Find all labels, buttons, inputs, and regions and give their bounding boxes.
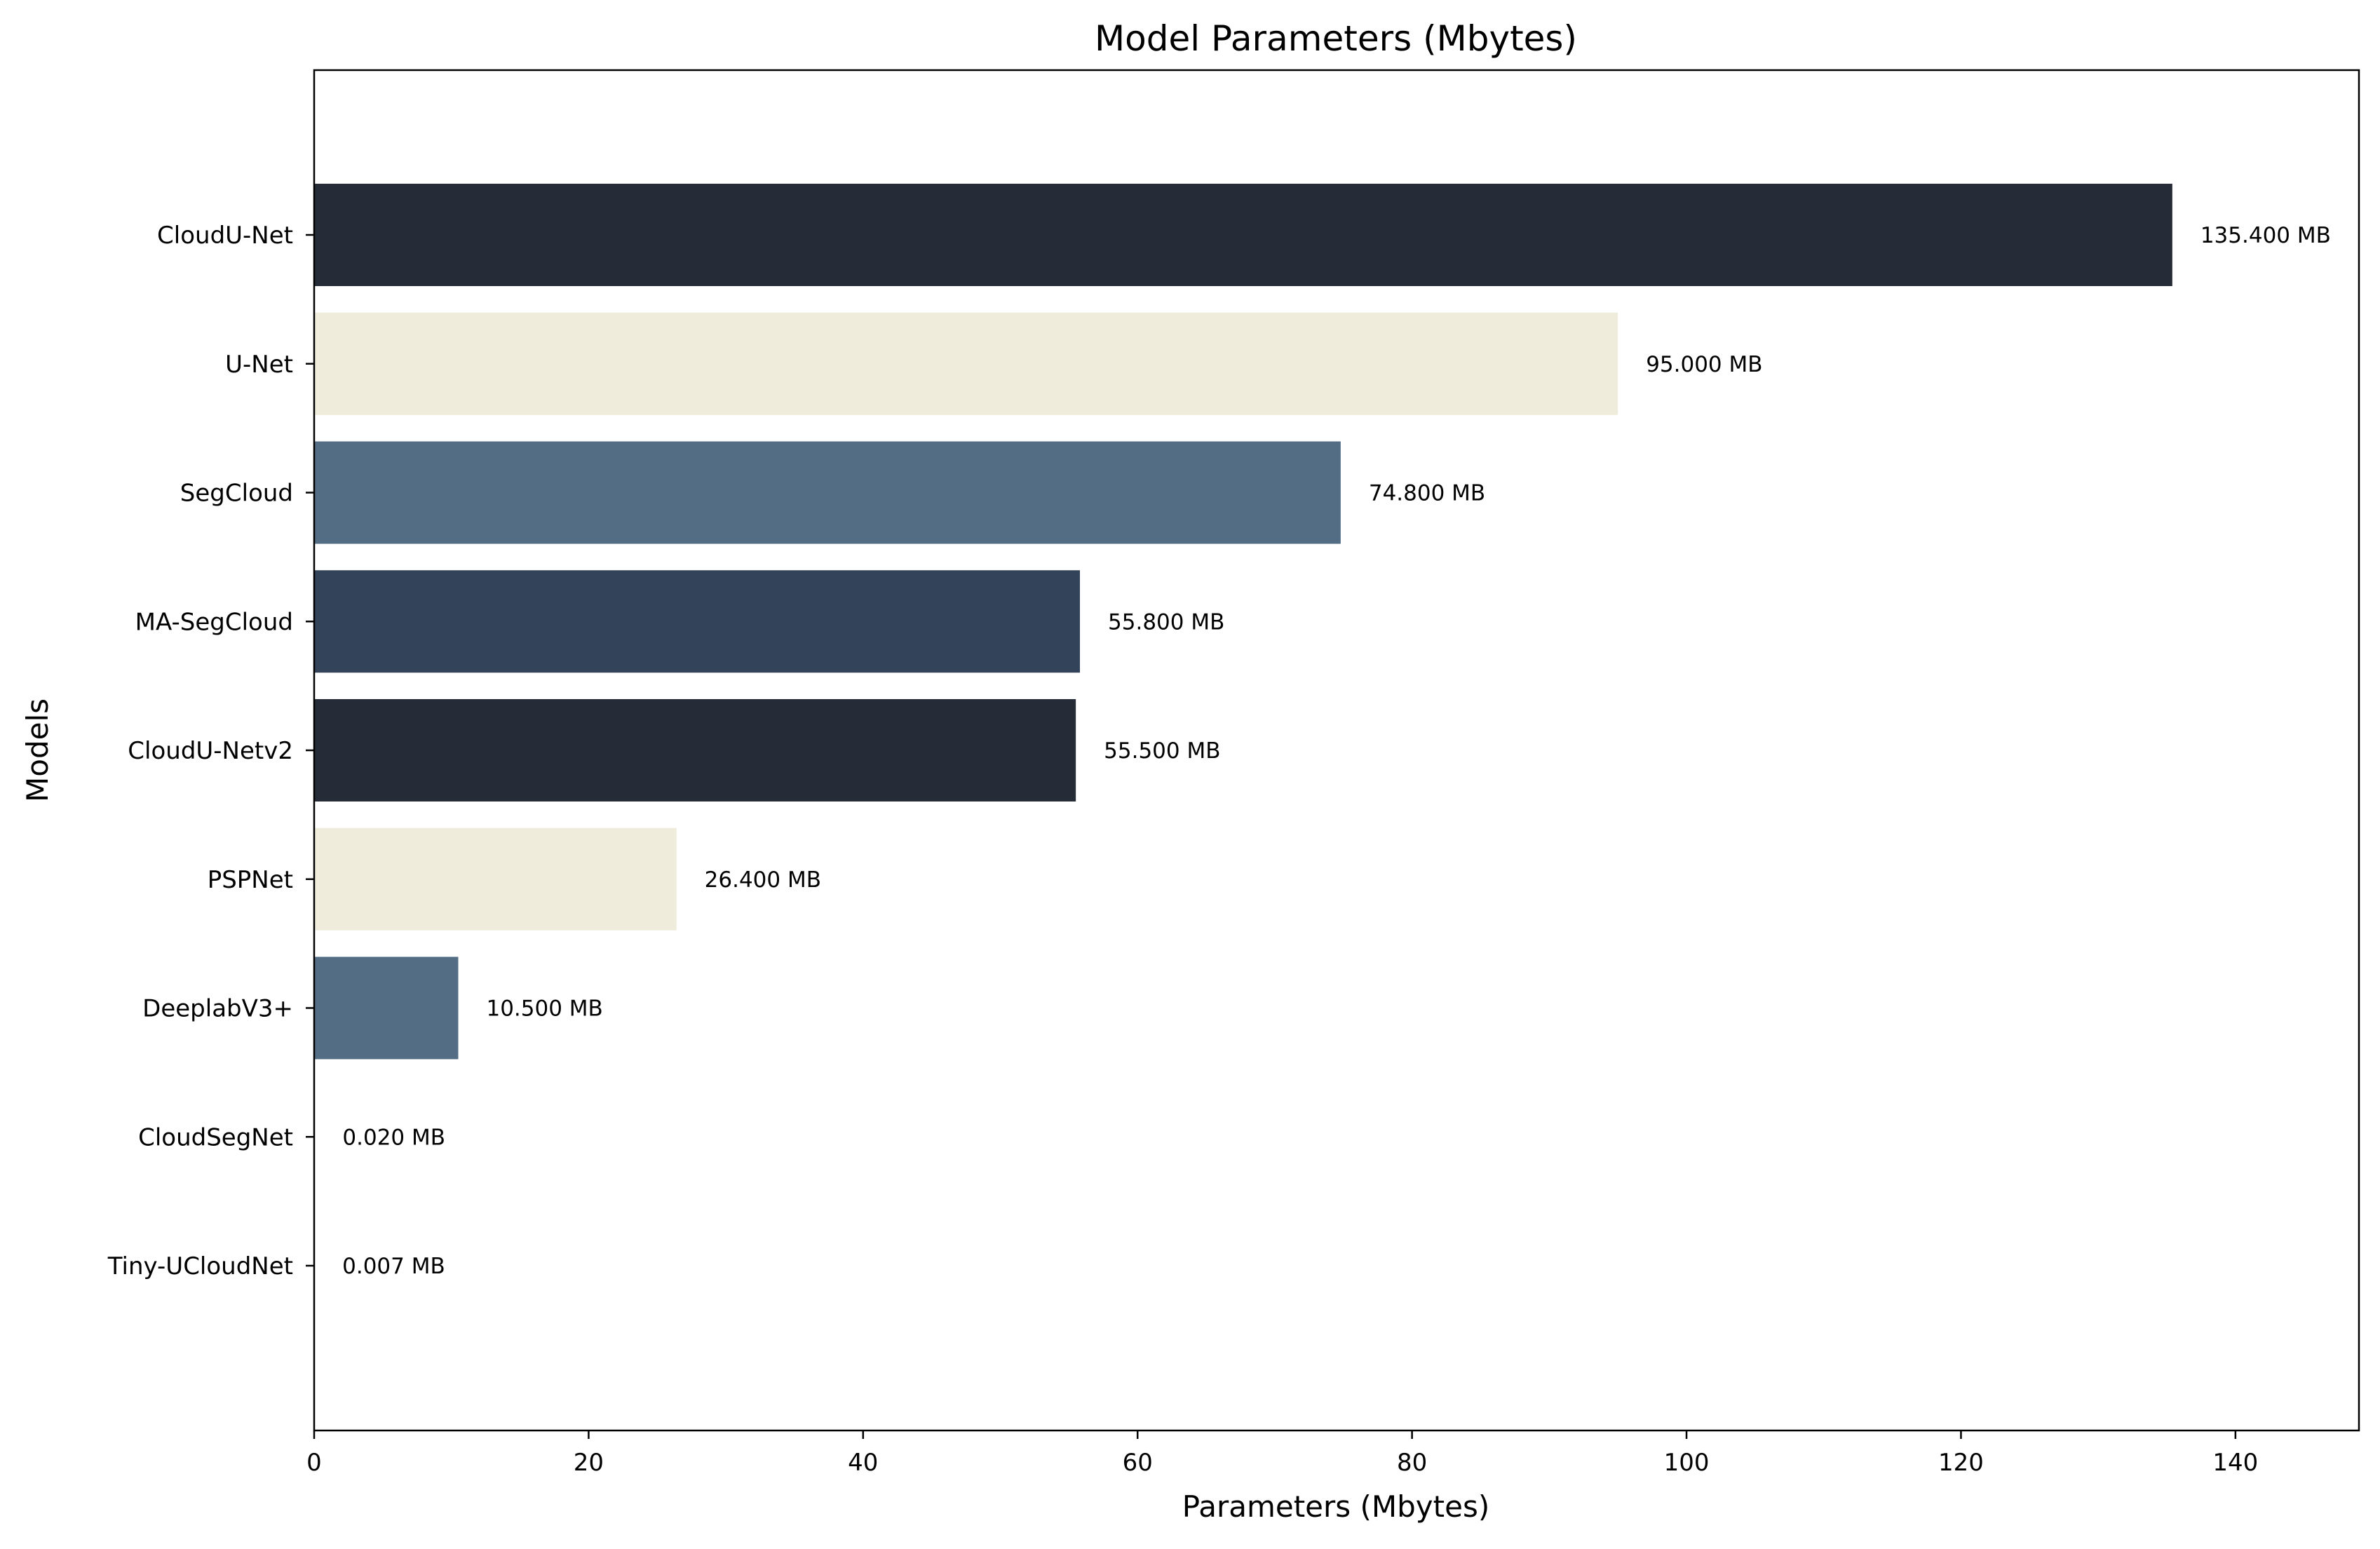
x-tick-label: 120 — [1938, 1449, 1984, 1477]
value-label: 26.400 MB — [705, 867, 821, 893]
x-tick-label: 100 — [1664, 1449, 1710, 1477]
value-label: 135.400 MB — [2200, 223, 2331, 248]
y-axis-title: Models — [20, 698, 55, 802]
value-label: 0.020 MB — [342, 1125, 445, 1150]
y-tick-label: DeeplabV3+ — [142, 995, 293, 1023]
bar-cloudu-net — [314, 184, 2172, 286]
x-tick-label: 20 — [574, 1449, 604, 1477]
x-axis-title: Parameters (Mbytes) — [1182, 1489, 1489, 1524]
value-label: 95.000 MB — [1646, 352, 1762, 377]
bar-deeplabv3- — [314, 957, 458, 1060]
value-label: 74.800 MB — [1369, 481, 1485, 506]
y-tick-label: CloudSegNet — [138, 1123, 293, 1151]
bar-u-net — [314, 313, 1618, 415]
x-tick-label: 140 — [2212, 1449, 2258, 1477]
y-tick-label: U-Net — [225, 351, 293, 379]
y-tick-label: PSPNet — [208, 866, 293, 894]
chart-title: Model Parameters (Mbytes) — [1095, 18, 1577, 59]
y-tick-label: CloudU-Netv2 — [128, 737, 293, 765]
bar-ma-segcloud — [314, 570, 1080, 672]
bar-pspnet — [314, 828, 677, 931]
value-label: 10.500 MB — [486, 996, 602, 1022]
y-tick-label: CloudU-Net — [157, 222, 293, 250]
value-label: 55.800 MB — [1108, 609, 1224, 635]
y-tick-label: SegCloud — [180, 480, 293, 508]
x-tick-label: 40 — [848, 1449, 878, 1477]
y-tick-label: MA-SegCloud — [135, 608, 293, 636]
x-tick-label: 0 — [306, 1449, 322, 1477]
value-label: 0.007 MB — [342, 1254, 445, 1279]
x-tick-label: 60 — [1123, 1449, 1153, 1477]
value-label: 55.500 MB — [1104, 738, 1220, 764]
bar-segcloud — [314, 442, 1341, 544]
x-tick-label: 80 — [1397, 1449, 1427, 1477]
y-tick-label: Tiny-UCloudNet — [107, 1252, 293, 1280]
bar-cloudu-netv2 — [314, 699, 1076, 801]
